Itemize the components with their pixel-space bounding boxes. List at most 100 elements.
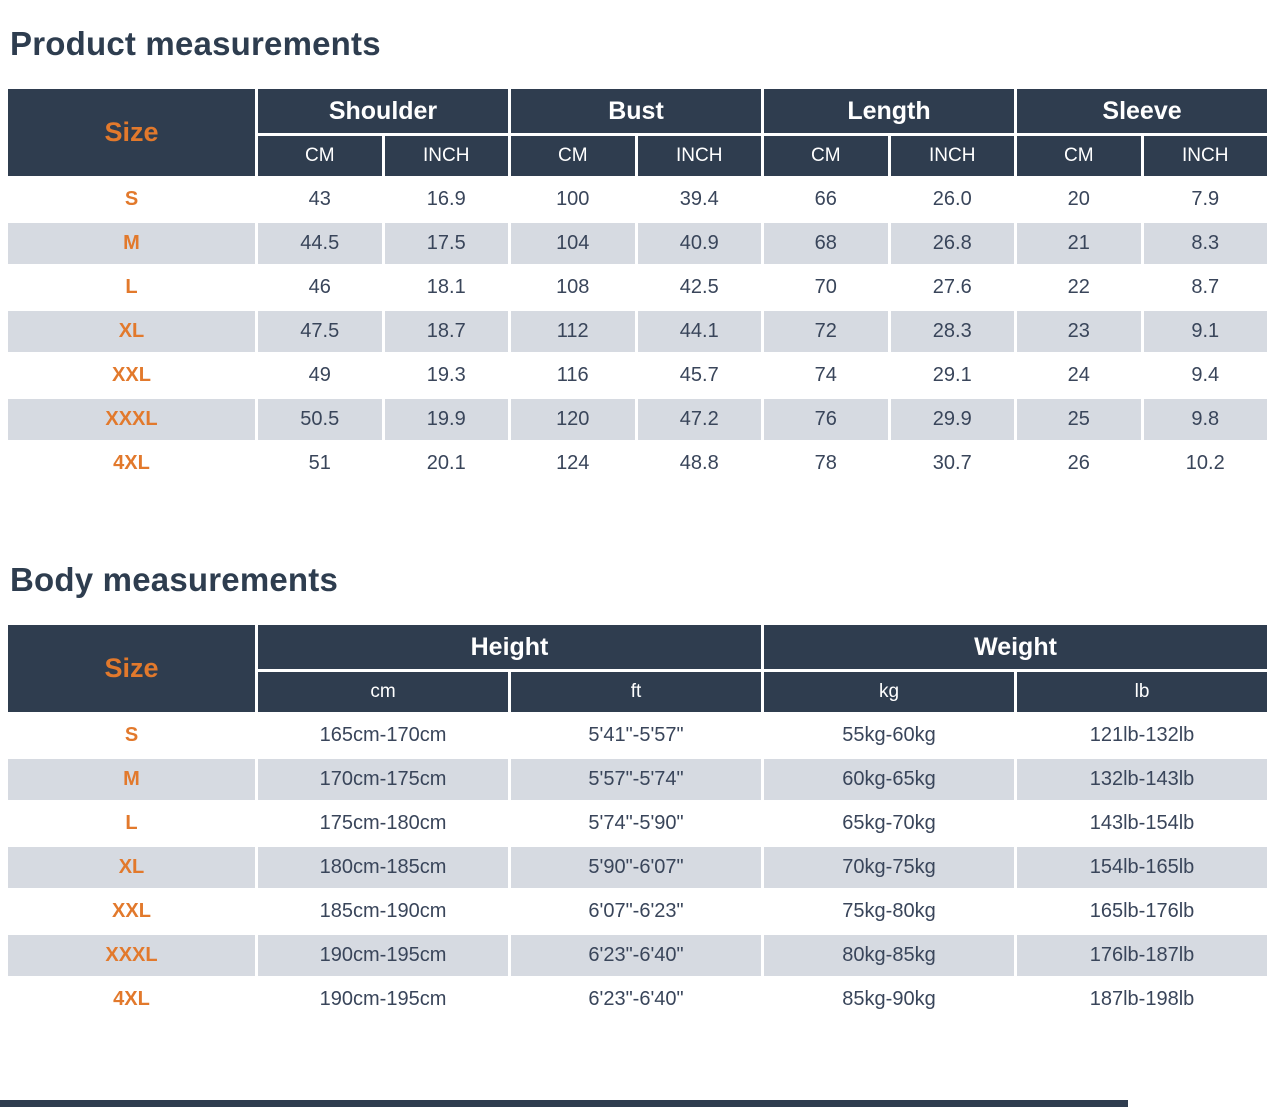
shoulder-cm-header: CM	[255, 133, 385, 179]
measurement-value-cell: 187lb-198lb	[1014, 976, 1270, 1023]
body-measurements-title: Body measurements	[10, 561, 339, 598]
measurement-value-cell: 6'23"-6'40"	[508, 976, 764, 1023]
row-size-label: L	[5, 800, 258, 847]
measurement-value-cell: 80kg-85kg	[761, 932, 1017, 979]
measurement-value-cell: 154lb-165lb	[1014, 844, 1270, 891]
row-size-label: M	[5, 220, 258, 267]
measurement-value-cell: 19.3	[381, 352, 511, 399]
product-size-column-header: Size	[5, 86, 258, 179]
measurement-value-cell: 100	[508, 176, 638, 223]
measurement-value-cell: 26.0	[887, 176, 1018, 223]
bust-inch-header: INCH	[634, 133, 764, 179]
table-row: 4XL 190cm-195cm 6'23"-6'40" 85kg-90kg 187lb-…	[5, 976, 1270, 1023]
shoulder-column-header: Shoulder	[255, 86, 511, 136]
measurement-value-cell: 72	[761, 308, 891, 355]
measurement-value-cell: 5'90"-6'07"	[508, 844, 764, 891]
body-table-body: S 165cm-170cm 5'41"-5'57" 55kg-60kg 121lb-13…	[5, 712, 1270, 1023]
measurement-value-cell: 6'23"-6'40"	[508, 932, 764, 979]
measurement-value-cell: 5'41"-5'57"	[508, 712, 764, 759]
sleeve-column-header: Sleeve	[1014, 86, 1271, 136]
measurement-value-cell: 17.5	[381, 220, 511, 267]
measurement-value-cell: 19.9	[381, 396, 511, 443]
measurement-value-cell: 104	[508, 220, 638, 267]
measurement-value-cell: 165cm-170cm	[255, 712, 511, 759]
measurement-value-cell: 70kg-75kg	[761, 844, 1017, 891]
measurement-value-cell: 44.1	[634, 308, 764, 355]
measurement-value-cell: 27.6	[887, 264, 1018, 311]
height-ft-header: ft	[508, 669, 764, 715]
measurement-value-cell: 48.8	[634, 440, 764, 487]
measurement-value-cell: 47.5	[255, 308, 385, 355]
measurement-value-cell: 45.7	[634, 352, 764, 399]
measurement-value-cell: 74	[761, 352, 891, 399]
measurement-value-cell: 5'74"-5'90"	[508, 800, 764, 847]
measurement-value-cell: 29.1	[887, 352, 1018, 399]
measurement-value-cell: 9.1	[1140, 308, 1271, 355]
table-row: XL 47.5 18.7 112 44.1 72 28.3 23 9.1	[5, 308, 1271, 355]
measurement-value-cell: 6'07"-6'23"	[508, 888, 764, 935]
table-row: XXXL 190cm-195cm 6'23"-6'40" 80kg-85kg 176lb…	[5, 932, 1270, 979]
measurement-value-cell: 42.5	[634, 264, 764, 311]
measurement-value-cell: 60kg-65kg	[761, 756, 1017, 803]
measurement-value-cell: 66	[761, 176, 891, 223]
table-row: XXL 185cm-190cm 6'07"-6'23" 75kg-80kg 165lb-…	[5, 888, 1270, 935]
body-measurements-table: Size Height Weight cm ft kg lb S 165cm-17…	[5, 622, 1270, 1023]
measurement-value-cell: 68	[761, 220, 891, 267]
measurement-value-cell: 124	[508, 440, 638, 487]
table-row: XXL 49 19.3 116 45.7 74 29.1 24 9.4	[5, 352, 1271, 399]
measurement-value-cell: 190cm-195cm	[255, 976, 511, 1023]
measurement-value-cell: 132lb-143lb	[1014, 756, 1270, 803]
bust-column-header: Bust	[508, 86, 764, 136]
measurement-value-cell: 39.4	[634, 176, 764, 223]
measurement-value-cell: 70	[761, 264, 891, 311]
measurement-value-cell: 26.8	[887, 220, 1018, 267]
body-table-header: Size Height Weight cm ft kg lb	[5, 622, 1270, 715]
row-size-label: S	[5, 712, 258, 759]
measurement-value-cell: 49	[255, 352, 385, 399]
measurement-value-cell: 55kg-60kg	[761, 712, 1017, 759]
measurement-value-cell: 143lb-154lb	[1014, 800, 1270, 847]
measurement-value-cell: 9.4	[1140, 352, 1271, 399]
row-size-label: 4XL	[5, 440, 258, 487]
measurement-value-cell: 43	[255, 176, 385, 223]
length-inch-header: INCH	[887, 133, 1018, 179]
measurement-value-cell: 120	[508, 396, 638, 443]
measurement-value-cell: 20.1	[381, 440, 511, 487]
product-table-header: Size Shoulder Bust Length Sleeve CM INCH…	[5, 86, 1271, 179]
product-measurements-table: Size Shoulder Bust Length Sleeve CM INCH…	[5, 86, 1271, 487]
table-row: L 175cm-180cm 5'74"-5'90" 65kg-70kg 143lb-15…	[5, 800, 1270, 847]
measurement-value-cell: 22	[1014, 264, 1144, 311]
row-size-label: 4XL	[5, 976, 258, 1023]
measurement-value-cell: 16.9	[381, 176, 511, 223]
measurement-value-cell: 116	[508, 352, 638, 399]
table-row: XL 180cm-185cm 5'90"-6'07" 70kg-75kg 154lb-1…	[5, 844, 1270, 891]
body-size-column-header: Size	[5, 622, 258, 715]
row-size-label: XXXL	[5, 396, 258, 443]
table-row: M 44.5 17.5 104 40.9 68 26.8 21 8.3	[5, 220, 1271, 267]
measurement-value-cell: 47.2	[634, 396, 764, 443]
measurement-value-cell: 9.8	[1140, 396, 1271, 443]
measurement-value-cell: 8.7	[1140, 264, 1271, 311]
measurement-value-cell: 5'57"-5'74"	[508, 756, 764, 803]
weight-lb-header: lb	[1014, 669, 1270, 715]
measurement-value-cell: 20	[1014, 176, 1144, 223]
measurement-value-cell: 18.7	[381, 308, 511, 355]
measurement-value-cell: 50.5	[255, 396, 385, 443]
table-row: 4XL 51 20.1 124 48.8 78 30.7 26 10.2	[5, 440, 1271, 487]
measurement-value-cell: 78	[761, 440, 891, 487]
shoulder-inch-header: INCH	[381, 133, 511, 179]
row-size-label: L	[5, 264, 258, 311]
sleeve-inch-header: INCH	[1140, 133, 1271, 179]
table-row: L 46 18.1 108 42.5 70 27.6 22 8.7	[5, 264, 1271, 311]
length-column-header: Length	[760, 86, 1018, 136]
cropped-next-table-edge	[0, 1100, 1128, 1107]
measurement-value-cell: 44.5	[255, 220, 385, 267]
measurement-value-cell: 7.9	[1140, 176, 1271, 223]
row-size-label: XXXL	[5, 932, 258, 979]
measurement-value-cell: 8.3	[1140, 220, 1271, 267]
measurement-value-cell: 24	[1014, 352, 1144, 399]
measurement-value-cell: 51	[255, 440, 385, 487]
measurement-value-cell: 23	[1014, 308, 1144, 355]
measurement-value-cell: 30.7	[887, 440, 1018, 487]
weight-column-header: Weight	[761, 622, 1270, 672]
